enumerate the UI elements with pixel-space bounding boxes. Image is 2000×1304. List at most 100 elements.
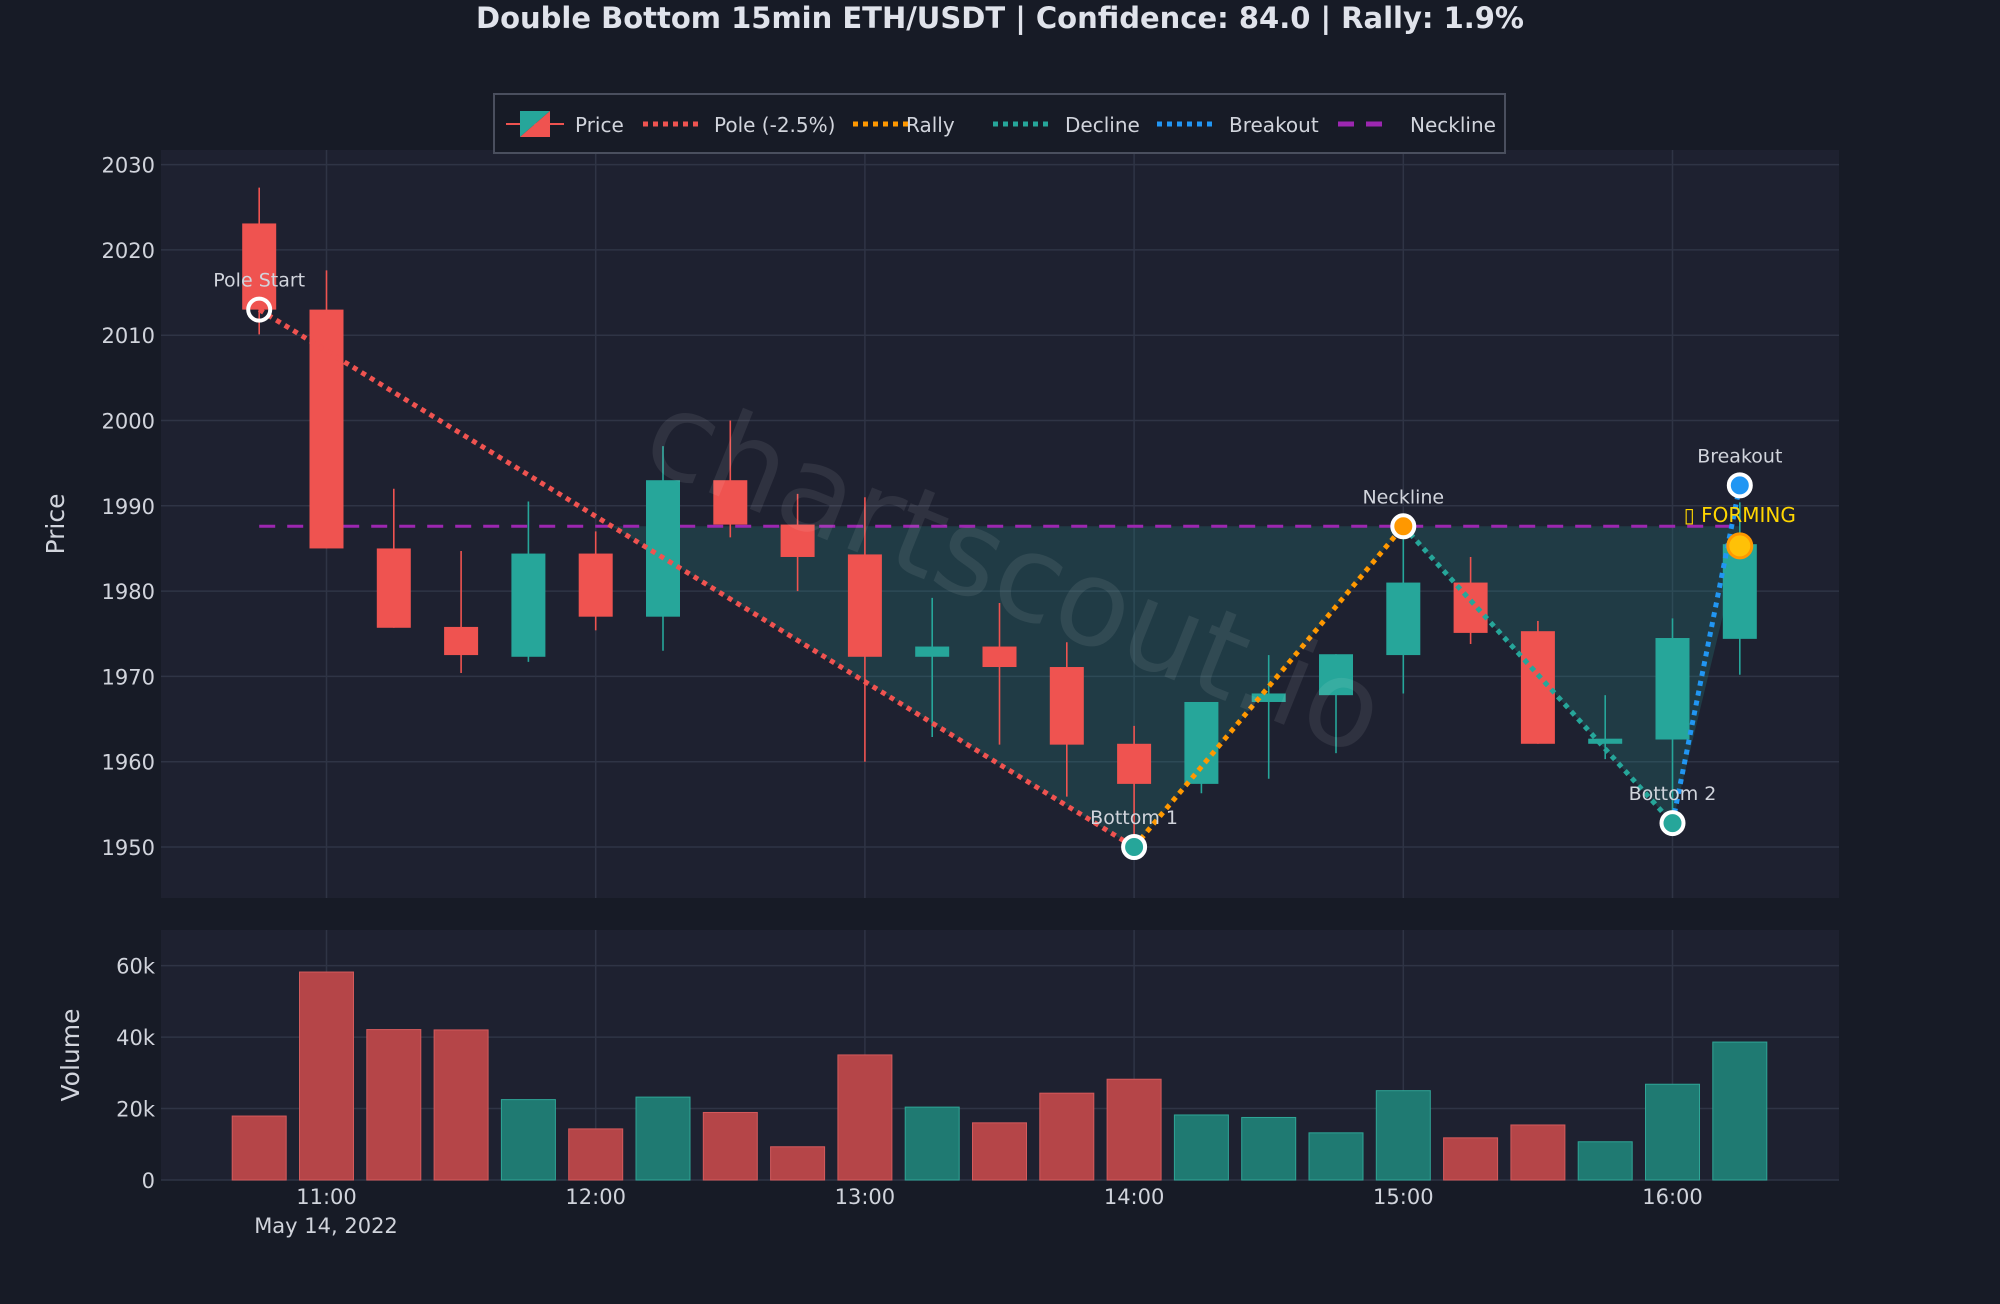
- candle-1230: [713, 420, 748, 538]
- marker-breakout: [1726, 472, 1753, 499]
- x-axis-date-label: May 14, 2022: [254, 1214, 398, 1238]
- volume-tick-label: 20k: [116, 1098, 156, 1122]
- price-tick-label: 2010: [102, 324, 155, 348]
- price-tick-label: 2020: [102, 239, 155, 263]
- volume-bar: [1241, 1116, 1297, 1181]
- volume-bar: [1375, 1090, 1431, 1181]
- candle-1500: [1386, 529, 1421, 694]
- marker-bottom-1: [1121, 834, 1148, 860]
- volume-bar: [299, 971, 354, 1181]
- candle-1130: [444, 551, 479, 673]
- price-tick-label: 1990: [102, 495, 155, 519]
- candle-body: [982, 646, 1017, 668]
- candle-1430: [1251, 655, 1286, 779]
- candle-body: [1049, 667, 1084, 745]
- price-panel: 1950 1960 1970 1980 1990 2000 2010 2020 2030 Pole…: [102, 150, 1839, 898]
- legend-candle-icon: [520, 111, 550, 137]
- candle-1615: [1722, 502, 1757, 675]
- legend-label: Breakout: [1229, 113, 1319, 137]
- candle-body: [1386, 582, 1421, 656]
- volume-bar: [1577, 1141, 1633, 1181]
- candle-body: [713, 480, 748, 525]
- candle-1400: [1117, 725, 1152, 847]
- volume-bar: [1308, 1132, 1364, 1181]
- price-tick-label: 2030: [102, 154, 155, 178]
- candle-1115: [376, 488, 411, 628]
- legend-label: Neckline: [1410, 113, 1496, 137]
- pole-line: [257, 307, 1136, 850]
- price-tick-label: 1970: [102, 665, 155, 689]
- chart-title: Double Bottom 15min ETH/USDT | Confidenc…: [476, 1, 1524, 35]
- volume-bar: [702, 1111, 758, 1181]
- legend: Price Pole (-2.5%) Rally Decline Breakout Nec…: [493, 93, 1506, 154]
- candle-1600: [1655, 618, 1690, 813]
- candle-body: [646, 480, 680, 617]
- volume-bar: [568, 1128, 624, 1181]
- marker-label: Bottom 2: [1629, 783, 1717, 805]
- x-tick-label: 12:00: [565, 1185, 626, 1209]
- price-axis-label: Price: [41, 494, 70, 555]
- volume-bar: [1039, 1092, 1095, 1181]
- volume-bar: [1106, 1078, 1162, 1181]
- volume-bar: [366, 1029, 422, 1181]
- candle-body: [780, 524, 815, 557]
- breakout-line: [1670, 484, 1743, 824]
- candle-1300: [847, 497, 882, 762]
- candle-body: [376, 548, 411, 628]
- candle-body: [444, 626, 479, 656]
- candle-body: [915, 646, 950, 657]
- volume-axis-label: Volume: [56, 1009, 85, 1102]
- volume-bar: [231, 1115, 287, 1181]
- x-tick-label: 15:00: [1373, 1185, 1434, 1209]
- volume-tick-label: 60k: [116, 955, 156, 979]
- volume-bar: [1443, 1137, 1499, 1181]
- volume-bar: [1712, 1041, 1768, 1181]
- candle-body: [511, 553, 546, 657]
- legend-box: [493, 93, 1506, 154]
- marker-label: Neckline: [1362, 486, 1444, 508]
- candle-1330: [982, 603, 1017, 745]
- candle-body: [309, 309, 344, 549]
- volume-bar: [1645, 1083, 1700, 1181]
- candle-1045: [242, 187, 277, 335]
- candle-body: [1520, 631, 1555, 744]
- volume-bar: [904, 1106, 960, 1181]
- candle-1145: [511, 501, 546, 662]
- decline-line: [1401, 524, 1675, 825]
- candle-body: [1251, 693, 1286, 702]
- candle-body: [847, 554, 882, 657]
- volume-bar: [500, 1099, 556, 1181]
- candle-1215: [646, 446, 680, 651]
- marker-label: Bottom 1: [1090, 807, 1178, 829]
- price-plot-area: [161, 150, 1839, 898]
- candle-body: [242, 223, 277, 310]
- candle-1245: [780, 493, 815, 592]
- legend-label: Rally: [906, 113, 955, 137]
- price-tick-label: 2000: [102, 410, 155, 434]
- price-tick-label: 1960: [102, 751, 155, 775]
- x-tick-label: 11:00: [296, 1185, 357, 1209]
- candle-body: [578, 553, 613, 617]
- legend-label: Price: [575, 113, 624, 137]
- candle-1200: [578, 531, 613, 631]
- volume-tick-label: 40k: [116, 1026, 156, 1050]
- volume-bar: [433, 1029, 489, 1181]
- volume-bar: [837, 1054, 893, 1181]
- forming-marker: [1726, 532, 1754, 560]
- forming-label: ▯ FORMING: [1684, 503, 1796, 527]
- candle-body: [1722, 544, 1757, 639]
- volume-bar: [770, 1146, 826, 1181]
- price-tick-label: 1980: [102, 580, 155, 604]
- candle-body: [1588, 738, 1623, 744]
- marker-bottom-2: [1659, 810, 1686, 837]
- candle-1530: [1520, 620, 1555, 744]
- x-tick-label: 14:00: [1104, 1185, 1165, 1209]
- volume-bar: [972, 1122, 1027, 1181]
- candle-1345: [1049, 642, 1084, 797]
- marker-neckline: [1390, 513, 1417, 540]
- marker-label: Pole Start: [213, 270, 305, 292]
- volume-bar: [1173, 1114, 1229, 1181]
- volume-panel: 0 20k 40k 60k 11:00 12:00 13:00 14:00 15:00 16:00: [116, 930, 1839, 1209]
- volume-bar: [1510, 1124, 1566, 1181]
